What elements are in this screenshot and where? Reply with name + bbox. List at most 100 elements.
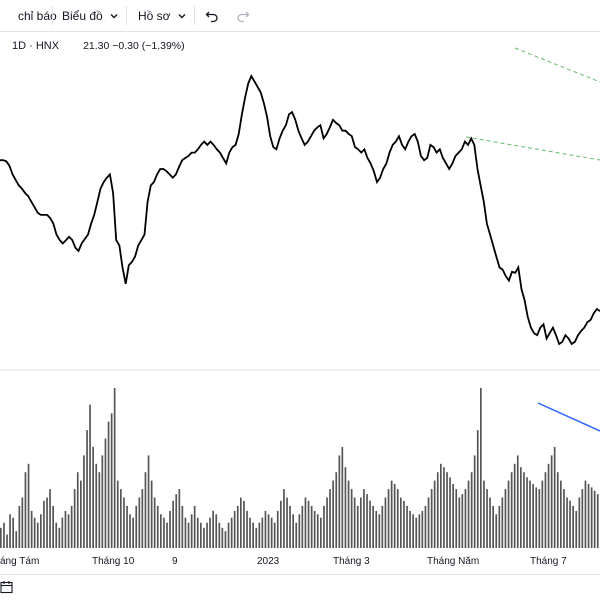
volume-bar <box>596 494 599 548</box>
volume-bar <box>135 505 138 548</box>
volume-bar <box>400 497 402 548</box>
symbol-interval[interactable]: 1D · HNX <box>12 40 60 52</box>
volume-bar <box>593 490 596 548</box>
volume-bar <box>353 497 356 548</box>
volume-bar <box>532 484 534 548</box>
volume-bar <box>27 463 30 548</box>
volume-bar <box>520 467 522 548</box>
volume-bar <box>476 430 479 548</box>
indicators-button[interactable]: chỉ báo <box>18 0 57 31</box>
volume-bar <box>9 514 11 548</box>
volume-bar <box>169 510 171 548</box>
toolbar-divider <box>126 6 127 25</box>
volume-bar <box>360 497 362 548</box>
dashed-trendline-lower[interactable] <box>465 136 600 161</box>
volume-bar <box>341 446 344 548</box>
volume-bar <box>243 500 245 548</box>
volume-bar <box>415 517 418 548</box>
volume-bar <box>249 517 251 548</box>
volume-bar <box>98 472 101 548</box>
volume-bar <box>516 455 519 548</box>
volume-bar <box>384 497 387 548</box>
undo-button[interactable] <box>205 0 219 31</box>
volume-bar <box>73 489 76 548</box>
time-tick-label: 9 <box>172 556 178 567</box>
volume-bar <box>369 500 371 548</box>
volume-bar <box>132 517 134 548</box>
volume-bar <box>61 517 64 548</box>
volume-bar <box>80 480 82 548</box>
volume-bar <box>335 472 338 548</box>
volume-bar <box>501 497 504 548</box>
volume-bar <box>356 505 359 548</box>
volume-bar <box>15 531 18 548</box>
volume-bar <box>301 505 304 548</box>
volume-bar <box>43 500 45 548</box>
volume-bar <box>92 446 94 548</box>
volume-bar <box>107 421 110 548</box>
volume-bar <box>212 510 214 548</box>
volume-bar <box>104 438 107 548</box>
volume-bar <box>252 522 254 548</box>
redo-button[interactable] <box>236 0 250 31</box>
volume-bar <box>590 487 593 548</box>
volume-bar <box>280 500 282 548</box>
volume-bar <box>467 480 470 548</box>
volume-bar <box>547 463 550 548</box>
calendar-icon[interactable] <box>0 580 14 594</box>
volume-bar <box>513 463 516 548</box>
volume-trendline[interactable] <box>537 402 600 432</box>
volume-bar <box>436 472 439 548</box>
volume-bar <box>215 514 218 548</box>
volume-bar <box>578 497 581 548</box>
volume-bar <box>83 455 85 548</box>
volume-bar <box>347 480 350 548</box>
volume-bar <box>175 494 178 548</box>
volume-bar <box>123 497 125 548</box>
volume-bar <box>21 497 24 548</box>
volume-bar <box>332 480 334 548</box>
volume-bar <box>492 505 494 548</box>
volume-bar <box>221 527 224 548</box>
volume-bar <box>443 467 445 548</box>
volume-bar <box>295 522 298 548</box>
volume-bar <box>489 497 491 548</box>
redo-icon <box>237 11 250 22</box>
volume-bar <box>575 510 578 548</box>
volume-bar <box>569 500 571 548</box>
dashed-trendline-upper[interactable] <box>514 47 600 83</box>
chevron-down-icon <box>178 13 186 18</box>
volume-bar <box>550 455 553 548</box>
chart-type-button[interactable]: Biểu đồ <box>62 0 119 31</box>
volume-bar <box>292 514 294 548</box>
volume-bar <box>178 489 181 548</box>
volume-bar <box>424 505 427 548</box>
volume-bar <box>529 480 531 548</box>
volume-bar <box>412 514 414 548</box>
volume-bar <box>486 489 488 548</box>
volume-bar <box>141 489 144 548</box>
volume-bar <box>276 510 279 548</box>
volume-bar <box>390 480 393 548</box>
volume-bar <box>387 489 390 548</box>
volume-bar <box>6 534 8 548</box>
volume-bar <box>427 497 430 548</box>
volume-bar <box>126 505 128 548</box>
profile-button[interactable]: Hồ sơ <box>138 0 187 31</box>
volume-bar <box>446 472 448 548</box>
volume-bar <box>36 522 39 548</box>
time-tick-label: 2023 <box>257 556 280 567</box>
volume-bar <box>366 494 368 548</box>
volume-bar <box>544 472 547 548</box>
volume-bar <box>273 522 276 548</box>
price-chart[interactable]: áng Tám Tháng 10 9 2023 Tháng 3 Tháng Năm Thán… <box>0 32 600 574</box>
volume-bar <box>160 514 162 548</box>
volume-bar <box>101 455 104 548</box>
volume-bar <box>418 514 421 548</box>
volume-bar <box>406 505 408 548</box>
volume-bar <box>313 510 316 548</box>
volume-bar <box>49 489 51 548</box>
volume-bar <box>329 489 331 548</box>
volume-bar <box>421 510 424 548</box>
volume-bar <box>0 527 2 548</box>
